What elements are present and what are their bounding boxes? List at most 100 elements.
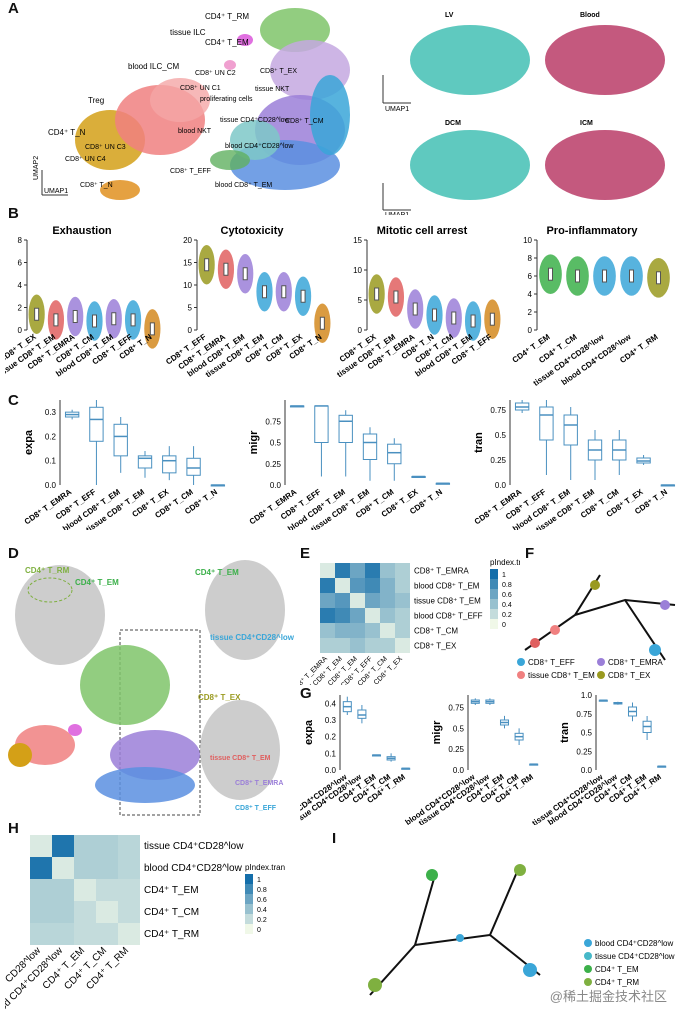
violin-box: [548, 267, 553, 281]
d-label: tissue CD4⁺CD28^low: [210, 633, 295, 642]
heat-cell: [52, 901, 74, 923]
violin-box: [34, 307, 40, 321]
legend-swatch: [490, 579, 498, 589]
heat-cell: [74, 857, 96, 879]
cluster-label: CD8⁺ T_N: [80, 182, 113, 189]
heat-cell: [118, 923, 140, 945]
heat-cell: [30, 923, 52, 945]
f-legend: CD8⁺ T_EX: [608, 671, 651, 680]
umap-d: CD4⁺ T_RM CD4⁺ T_EM: [8, 565, 201, 816]
y-tick-label: 8: [18, 236, 23, 245]
y-tick-label: 5: [188, 304, 193, 313]
cluster-label: CD4⁺ T_RM: [205, 12, 249, 21]
heat-cell: [52, 879, 74, 901]
heat-row-label: blood CD8⁺ T_EM: [414, 582, 480, 591]
box: [563, 414, 578, 446]
heat-cell: [380, 608, 395, 623]
y-tick-label: 0: [528, 326, 533, 335]
cluster-label: CD8⁺ UN C2: [195, 70, 236, 77]
legend-tick: 0.4: [502, 602, 512, 609]
y-axis-label: expa: [23, 429, 35, 455]
violin-box: [656, 271, 661, 285]
violin-box: [111, 312, 117, 326]
heat-cell: [335, 638, 350, 653]
umap1-label: UMAP1: [44, 188, 68, 195]
violin-box: [374, 287, 380, 301]
legend-tick: 0: [502, 622, 506, 629]
cluster-label: blood NKT: [178, 128, 212, 135]
subset-title-lv: LV: [445, 12, 454, 19]
y-tick-label: 0.3: [45, 408, 57, 417]
violin-box: [602, 269, 607, 283]
y-tick-label: 0.5: [453, 724, 465, 733]
violin-box: [130, 313, 136, 327]
heat-cell: [118, 879, 140, 901]
violin-box: [72, 310, 78, 323]
heat-cell: [335, 593, 350, 608]
y-tick-label: 8: [528, 254, 533, 263]
heat-cell: [350, 563, 365, 578]
heat-cell: [350, 638, 365, 653]
heat-row-label: CD8⁺ T_EX: [414, 642, 457, 651]
y-tick-label: 0.75: [576, 710, 592, 719]
y-tick-label: 15: [353, 236, 362, 245]
heat-cell: [96, 835, 118, 857]
box: [539, 406, 554, 441]
legend-tick: 1: [257, 877, 261, 884]
heat-cell: [365, 563, 380, 578]
legend-swatch: [245, 894, 253, 904]
y-tick-label: 2: [18, 304, 23, 313]
y-tick-label: 10: [523, 236, 532, 245]
heat-cell: [335, 608, 350, 623]
heat-row-label: blood CD4⁺CD28^low: [144, 863, 243, 874]
heat-row-label: CD4⁺ T_RM: [144, 929, 199, 940]
heat-row-label: CD4⁺ T_CM: [144, 907, 199, 918]
heat-cell: [365, 638, 380, 653]
cluster-label: proliferating cells: [200, 96, 253, 103]
heat-cell: [365, 593, 380, 608]
heat-cell: [380, 578, 395, 593]
d-label: CD4⁺ T_EM: [195, 568, 239, 577]
cluster-label: blood ILC_CM: [128, 62, 179, 71]
heat-cell: [118, 901, 140, 923]
y-tick-label: 10: [183, 281, 192, 290]
heat-cell: [52, 923, 74, 945]
heat-cell: [350, 623, 365, 638]
legend-swatch: [490, 569, 498, 579]
y-tick-label: 0: [358, 326, 363, 335]
heat-row-label: CD4⁺ T_EM: [144, 885, 199, 896]
i-legend: CD4⁺ T_EM: [595, 965, 639, 974]
heat-cell: [96, 857, 118, 879]
legend-swatch: [490, 619, 498, 629]
heat-cell: [395, 623, 410, 638]
heat-cell: [335, 563, 350, 578]
heat-row-label: blood CD8⁺ T_EFF: [414, 612, 483, 621]
box: [162, 455, 177, 474]
y-axis-label: migr: [431, 720, 443, 745]
d-label: CD8⁺ T_EFF: [235, 805, 277, 812]
heat-cell: [380, 563, 395, 578]
heat-cell: [118, 857, 140, 879]
trajectory-i: blood CD4⁺CD28^low tissue CD4⁺CD28^low C…: [368, 864, 675, 996]
legend-swatch: [245, 914, 253, 924]
heat-cell: [74, 901, 96, 923]
heat-row-label: CD8⁺ T_EMRA: [414, 567, 469, 576]
y-tick-label: 0.25: [265, 460, 281, 469]
y-tick-label: 0.4: [325, 699, 337, 708]
y-tick-label: 1.0: [581, 691, 593, 700]
y-tick-label: 0.75: [265, 417, 281, 426]
y-tick-label: 4: [528, 290, 533, 299]
heat-cell: [118, 835, 140, 857]
y-tick-label: 0.3: [325, 716, 337, 725]
i-legend: CD4⁺ T_RM: [595, 978, 639, 987]
heat-cell: [350, 578, 365, 593]
heat-cell: [30, 857, 52, 879]
legend-swatch: [490, 599, 498, 609]
legend-title: pIndex.tran: [245, 863, 285, 872]
heat-cell: [365, 608, 380, 623]
heat-cell: [30, 901, 52, 923]
heat-cell: [380, 593, 395, 608]
cluster-label: tissue CD4⁺CD28^low: [220, 117, 291, 124]
